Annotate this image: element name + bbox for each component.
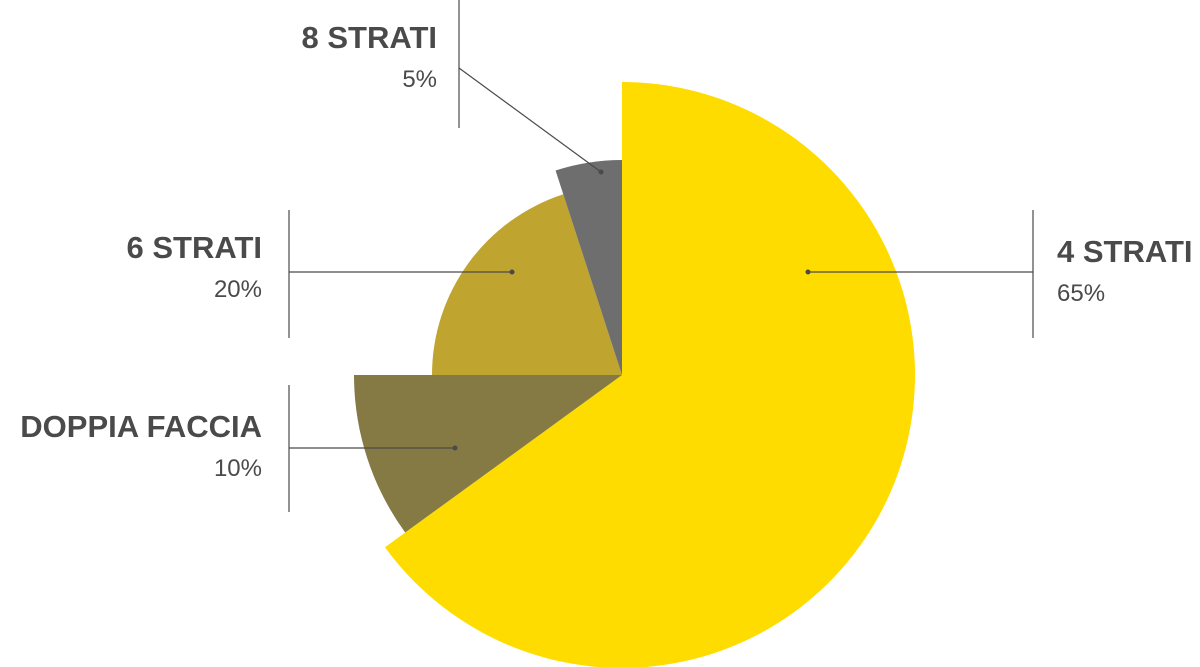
slice-label: 4 STRATI <box>1057 234 1193 269</box>
slice-label: 6 STRATI <box>127 230 263 265</box>
slice-label: 8 STRATI <box>302 20 438 55</box>
leader-line <box>458 67 602 173</box>
leader-dot <box>452 445 458 451</box>
slice-value: 10% <box>214 455 262 482</box>
pie-slice <box>555 160 622 375</box>
pie-slice <box>354 375 622 533</box>
slice-label: DOPPIA FACCIA <box>20 409 262 444</box>
leader-dot <box>509 269 515 275</box>
leader-dot <box>598 169 604 175</box>
pie-slice <box>384 82 915 667</box>
leader-dot <box>805 269 811 275</box>
pie-slice <box>432 194 622 375</box>
slice-value: 5% <box>402 66 437 93</box>
slice-value: 65% <box>1057 280 1105 307</box>
slice-value: 20% <box>214 276 262 303</box>
